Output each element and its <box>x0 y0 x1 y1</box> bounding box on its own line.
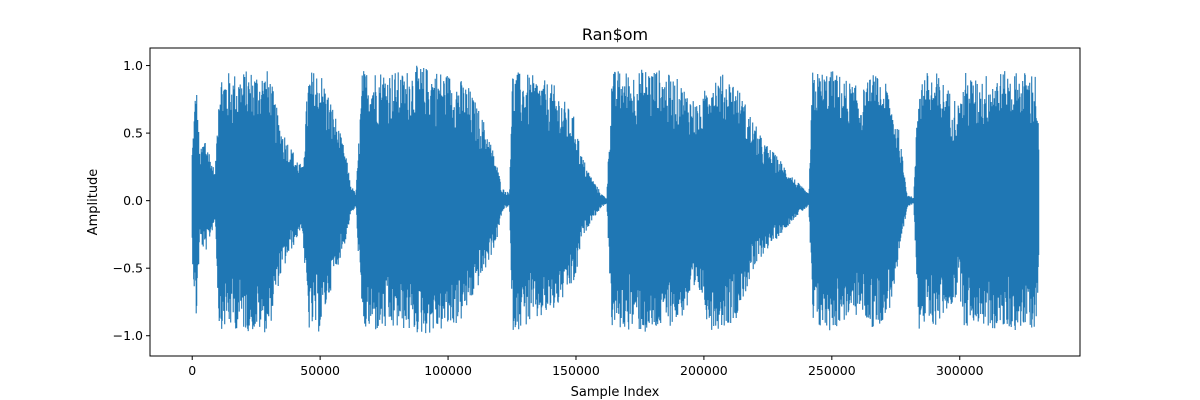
x-tick-label: 300000 <box>936 363 984 378</box>
y-tick-label: 0.0 <box>123 193 143 208</box>
axes-frame <box>149 47 1081 357</box>
y-tick-label: 1.0 <box>123 58 143 73</box>
x-tick-label: 200000 <box>680 363 728 378</box>
x-axis-ticks: 0 50000 100000 150000 200000 250000 300000 <box>188 356 984 378</box>
x-axis-label: Sample Index <box>571 385 660 400</box>
y-axis-label: Amplitude <box>86 169 101 236</box>
y-tick-label: −0.5 <box>113 261 143 276</box>
chart-title: Ran$om <box>582 25 648 44</box>
y-axis-ticks: −1.0 −0.5 0.0 0.5 1.0 <box>113 58 150 343</box>
x-tick-label: 0 <box>188 363 196 378</box>
x-tick-label: 250000 <box>808 363 856 378</box>
x-tick-label: 50000 <box>300 363 340 378</box>
y-tick-label: −1.0 <box>113 328 143 343</box>
x-tick-label: 100000 <box>424 363 472 378</box>
waveform-series <box>191 65 1040 334</box>
x-tick-label: 150000 <box>552 363 600 378</box>
y-tick-label: 0.5 <box>123 126 143 141</box>
plot-area <box>191 65 1040 334</box>
